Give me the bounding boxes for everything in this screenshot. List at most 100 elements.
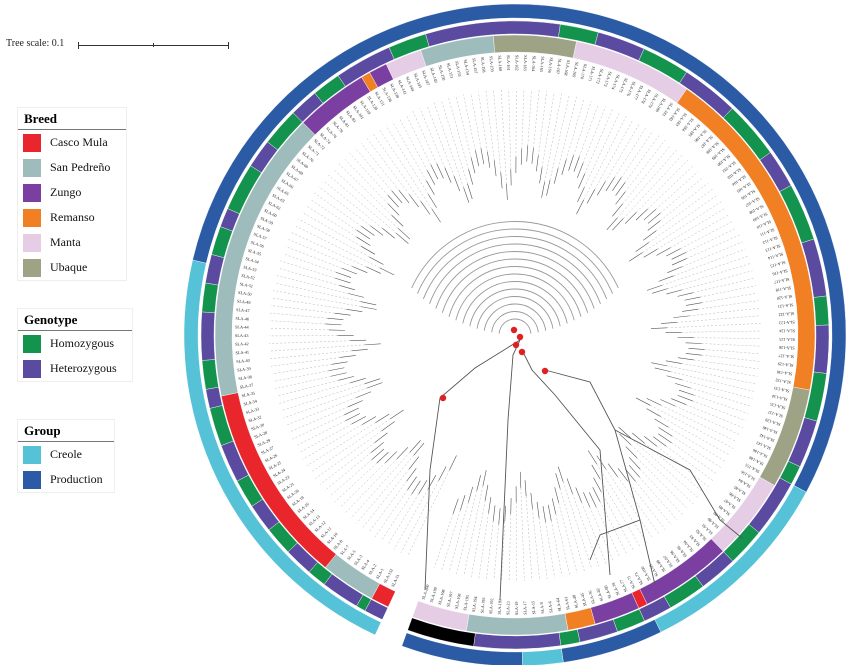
leaf-label: SLA-62 (267, 200, 281, 211)
leaf-label: SLA-148 (748, 455, 764, 467)
leaf-branch (362, 416, 377, 425)
leaf-label: SLA-143 (755, 440, 771, 451)
leaf-label: SLA-54 (245, 256, 260, 265)
leaf-guide-line (701, 343, 761, 347)
leaf-label: SLA-196 (454, 593, 462, 609)
leaf-guide-line (398, 117, 428, 171)
leaf-label: SLA-107 (745, 196, 761, 208)
leaf-branch (370, 225, 384, 236)
leaf-label: SLA-21 (281, 481, 295, 493)
leaf-guide-line (271, 297, 347, 310)
leaf-guide-line (661, 405, 737, 442)
leaf-guide-line (599, 478, 641, 547)
leaf-branch (576, 162, 584, 178)
leaf-branch (364, 343, 381, 346)
leaf-guide-line (455, 96, 472, 158)
leaf-branch (557, 466, 564, 482)
leaf-guide-line (660, 416, 730, 456)
leaf-guide-line (630, 444, 694, 505)
leaf-label: SLA-49 (237, 298, 251, 305)
leaf-guide-line (478, 512, 489, 579)
leaf-label: SLA-138 (389, 83, 400, 99)
leaf-label: SLA-32 (248, 414, 262, 423)
leaf-branch (541, 181, 545, 198)
leaf-branch (628, 252, 643, 262)
leaf-branch (591, 464, 601, 479)
leaf-guide-line (584, 112, 620, 188)
leaf-guide-line (356, 455, 414, 524)
leaf-guide-line (617, 149, 678, 218)
leaf-branch (427, 193, 437, 208)
breed-ring-segment (412, 600, 470, 632)
internal-branch-arc (417, 228, 613, 294)
leaf-label: SLA-129 (778, 361, 794, 368)
leaf-guide-line (623, 154, 683, 219)
leaf-label: SLA-5 (346, 549, 357, 561)
leaf-guide-line (562, 481, 592, 569)
leaf-guide-line (392, 121, 427, 181)
leaf-guide-line (349, 152, 389, 196)
leaf-guide-line (521, 89, 525, 149)
leaf-branch (436, 163, 444, 179)
leaf-branch (625, 446, 638, 459)
leaf-branch (330, 372, 347, 377)
leaf-guide-line (345, 458, 398, 514)
leaf-branch (407, 476, 417, 490)
leaf-label: SLA-200 (420, 584, 430, 600)
leaf-branch (331, 361, 348, 365)
leaf-guide-line (306, 422, 376, 467)
leaf-label: SLA-153 (454, 61, 462, 77)
leaf-guide-line (276, 275, 349, 294)
leaf-label: SLA-118 (775, 285, 791, 293)
leaf-guide-line (426, 105, 455, 177)
leaf-label: SLA-27 (260, 445, 274, 455)
leaf-guide-line (283, 387, 368, 419)
leaf-branch (547, 504, 552, 521)
leaf-label: SLA-17 (522, 601, 528, 615)
leaf-guide-line (270, 350, 352, 359)
leaf-guide-line (373, 133, 422, 202)
leaf-label: SLA-59 (260, 216, 274, 226)
leaf-branch (369, 256, 384, 265)
leaf-guide-line (666, 365, 757, 385)
legend-item: Casco Mula (18, 130, 126, 155)
leaf-label: SLA-110 (756, 219, 772, 230)
leaf-branch (382, 227, 396, 239)
leaf-guide-line (657, 207, 726, 250)
leaf-branch (658, 275, 674, 282)
leaf-label: SLA-109 (752, 211, 768, 222)
leaf-label: SLA-58 (256, 223, 270, 233)
leaf-label: SLA-57 (253, 231, 267, 241)
leaf-label: SLA-130 (776, 370, 792, 377)
leaf-branch (551, 498, 557, 515)
tree-scale: Tree scale: 0.1 (6, 38, 246, 60)
leaf-label: SLA-142 (759, 433, 775, 444)
leaf-guide-line (601, 491, 634, 551)
leaf-guide-line (690, 387, 751, 407)
internal-branch-arc (483, 303, 547, 331)
node-marker (510, 326, 518, 334)
leaf-branch (488, 497, 492, 514)
leaf-label: SLA-169 (571, 61, 579, 77)
leaf-guide-line (682, 241, 743, 267)
leaf-branch (339, 285, 355, 291)
legend-genotype-title: Genotype (18, 309, 132, 331)
leaf-branch (644, 436, 658, 447)
leaf-guide-line (648, 194, 718, 243)
leaf-branch (577, 187, 585, 203)
leaf-guide-line (286, 397, 357, 426)
leaf-branch (576, 199, 584, 215)
internal-branch-arc (429, 243, 601, 305)
leaf-guide-line (692, 400, 746, 421)
leaf-branch (654, 418, 669, 428)
leaf-guide-line (338, 163, 392, 216)
leaf-guide-line (647, 165, 694, 210)
leaf-branch (356, 229, 371, 240)
clade-branch (499, 339, 521, 601)
leaf-branch (667, 266, 683, 273)
leaf-branch (617, 468, 629, 482)
clade-branch (614, 429, 743, 539)
leaf-guide-line (624, 135, 660, 183)
leaf-guide-line (368, 480, 407, 533)
